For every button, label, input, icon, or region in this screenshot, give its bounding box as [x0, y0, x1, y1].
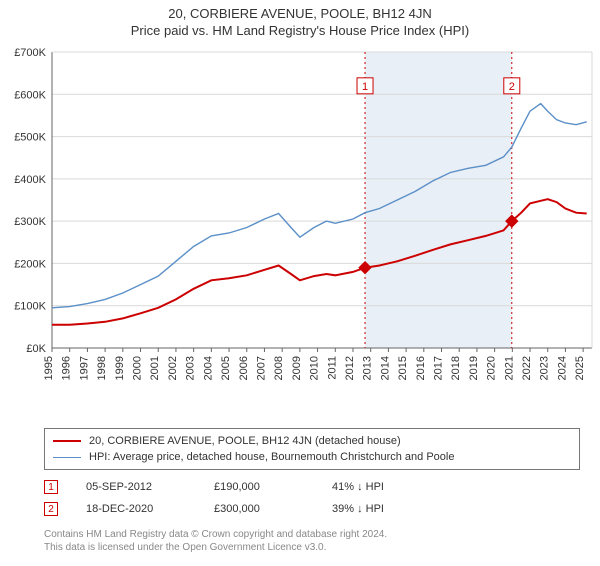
legend-swatch: [53, 457, 81, 458]
transaction-price: £190,000: [214, 481, 304, 493]
svg-text:2020: 2020: [486, 356, 498, 380]
svg-text:2013: 2013: [362, 356, 374, 380]
transaction-row: 1 05-SEP-2012 £190,000 41% ↓ HPI: [44, 476, 580, 498]
footer-line-2: This data is licensed under the Open Gov…: [44, 541, 580, 554]
transaction-marker-icon: 2: [44, 502, 58, 516]
svg-text:2005: 2005: [220, 356, 232, 380]
legend-swatch: [53, 440, 81, 442]
svg-text:2016: 2016: [415, 356, 427, 380]
svg-text:1: 1: [362, 81, 368, 93]
transaction-date: 05-SEP-2012: [86, 481, 186, 493]
legend: 20, CORBIERE AVENUE, POOLE, BH12 4JN (de…: [44, 428, 580, 470]
chart-svg: £0K £100K £200K £300K £400K £500K £600K £700K 19…: [0, 42, 600, 422]
svg-text:2003: 2003: [185, 356, 197, 380]
svg-text:£700K: £700K: [14, 47, 46, 59]
svg-text:2019: 2019: [468, 356, 480, 380]
svg-text:2023: 2023: [539, 356, 551, 380]
chart-title: 20, CORBIERE AVENUE, POOLE, BH12 4JN: [0, 6, 600, 21]
svg-text:2021: 2021: [503, 356, 515, 380]
footer-attribution: Contains HM Land Registry data © Crown c…: [44, 528, 580, 554]
svg-text:2017: 2017: [433, 356, 445, 380]
svg-text:2004: 2004: [202, 356, 214, 380]
chart-subtitle: Price paid vs. HM Land Registry's House …: [0, 23, 600, 38]
svg-text:2008: 2008: [273, 356, 285, 380]
svg-text:2025: 2025: [574, 356, 586, 380]
legend-label: 20, CORBIERE AVENUE, POOLE, BH12 4JN (de…: [89, 435, 401, 447]
svg-text:2014: 2014: [379, 356, 391, 380]
svg-text:2010: 2010: [309, 356, 321, 380]
svg-text:2002: 2002: [167, 356, 179, 380]
svg-text:1999: 1999: [114, 356, 126, 380]
transactions-table: 1 05-SEP-2012 £190,000 41% ↓ HPI 2 18-DEC-202…: [44, 476, 580, 520]
svg-text:£600K: £600K: [14, 89, 46, 101]
svg-text:2011: 2011: [326, 356, 338, 380]
transaction-marker-icon: 1: [44, 480, 58, 494]
svg-text:£100K: £100K: [14, 301, 46, 313]
svg-text:£500K: £500K: [14, 132, 46, 144]
svg-text:2: 2: [509, 81, 515, 93]
svg-text:2000: 2000: [132, 356, 144, 380]
svg-text:2018: 2018: [450, 356, 462, 380]
legend-item: 20, CORBIERE AVENUE, POOLE, BH12 4JN (de…: [53, 433, 571, 449]
svg-text:2012: 2012: [344, 356, 356, 380]
legend-item: HPI: Average price, detached house, Bour…: [53, 449, 571, 465]
transaction-date: 18-DEC-2020: [86, 503, 186, 515]
svg-text:1998: 1998: [96, 356, 108, 380]
svg-text:2006: 2006: [238, 356, 250, 380]
transaction-delta: 41% ↓ HPI: [332, 481, 384, 493]
svg-text:2009: 2009: [291, 356, 303, 380]
transaction-row: 2 18-DEC-2020 £300,000 39% ↓ HPI: [44, 498, 580, 520]
svg-text:2015: 2015: [397, 356, 409, 380]
svg-text:1996: 1996: [61, 356, 73, 380]
svg-text:2022: 2022: [521, 356, 533, 380]
footer-line-1: Contains HM Land Registry data © Crown c…: [44, 528, 580, 541]
svg-text:2007: 2007: [255, 356, 267, 380]
svg-text:£200K: £200K: [14, 258, 46, 270]
svg-text:2024: 2024: [556, 356, 568, 380]
svg-text:1997: 1997: [78, 356, 90, 380]
svg-text:£0K: £0K: [26, 343, 46, 355]
chart: £0K £100K £200K £300K £400K £500K £600K £700K 19…: [0, 42, 600, 422]
svg-text:£400K: £400K: [14, 174, 46, 186]
legend-label: HPI: Average price, detached house, Bour…: [89, 451, 454, 463]
transaction-price: £300,000: [214, 503, 304, 515]
svg-text:£300K: £300K: [14, 216, 46, 228]
transaction-delta: 39% ↓ HPI: [332, 503, 384, 515]
svg-text:1995: 1995: [43, 356, 55, 380]
svg-text:2001: 2001: [149, 356, 161, 380]
